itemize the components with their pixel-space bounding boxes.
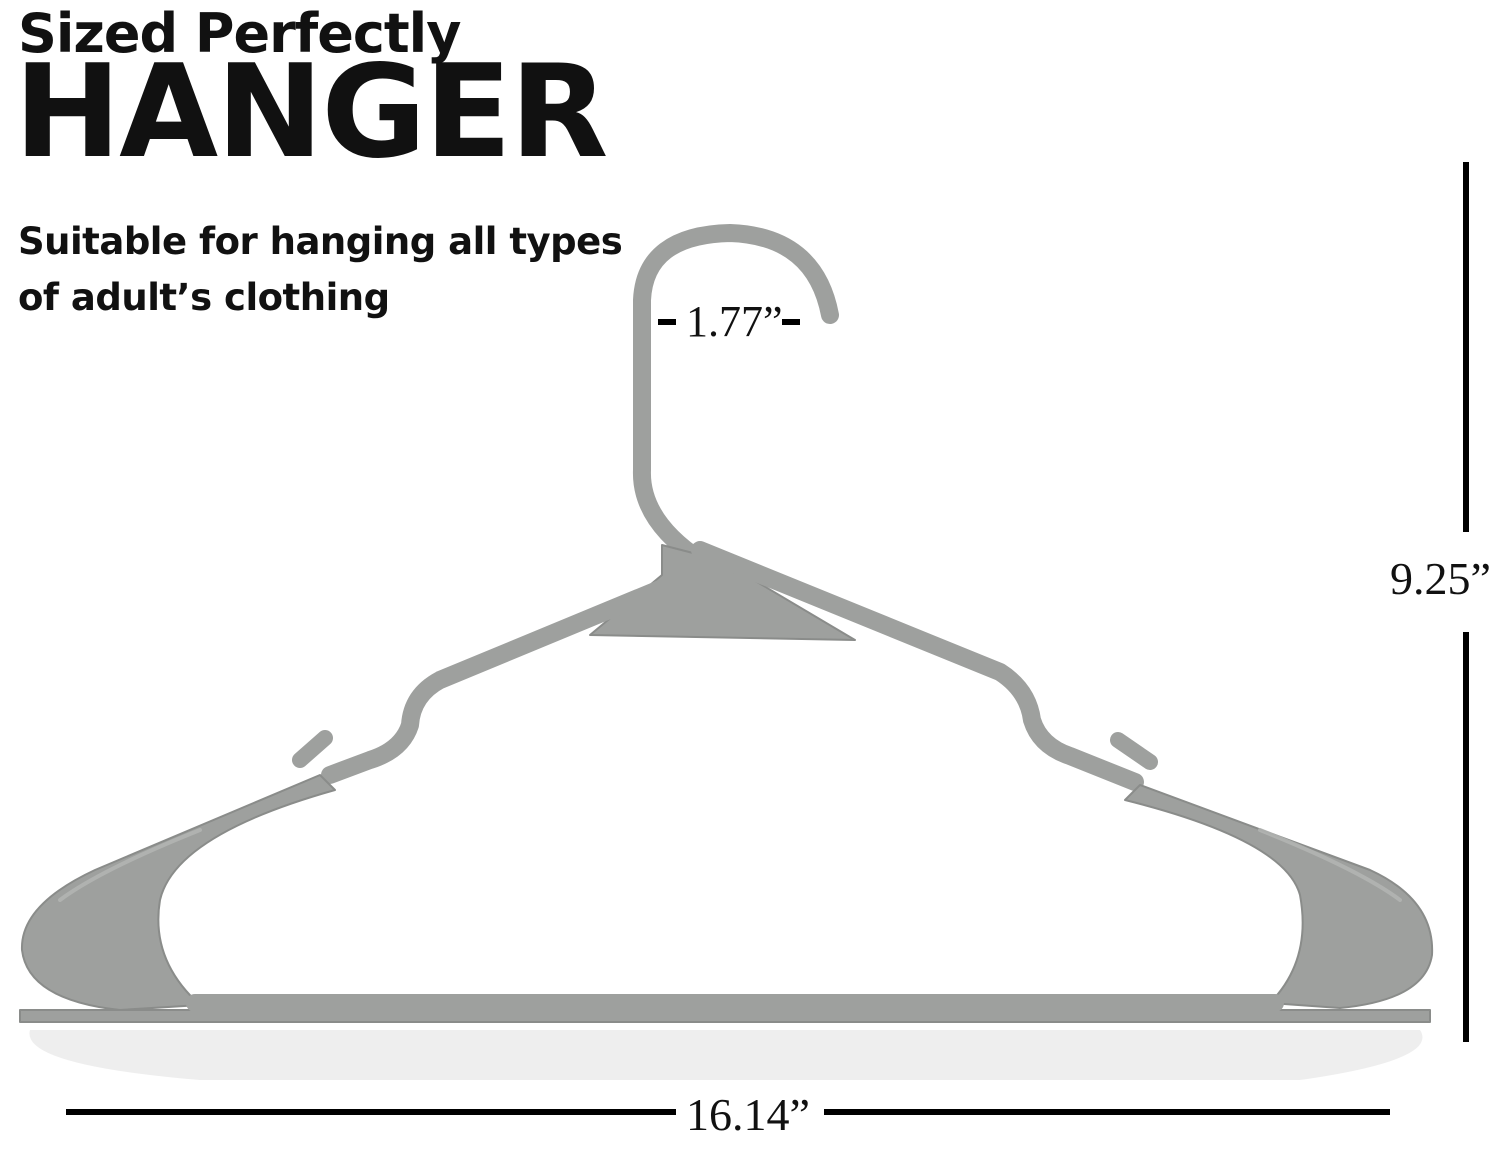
hanger-image xyxy=(19,224,1434,1023)
subtitle-text: Suitable for hanging all types of adult’… xyxy=(18,220,623,319)
hanger-hook xyxy=(632,224,839,569)
left-strap-notch xyxy=(292,730,333,768)
width-dimension-label: 16.14” xyxy=(686,1089,810,1140)
height-dimension-label: 9.25” xyxy=(1390,553,1491,604)
hanger-right-arm xyxy=(691,541,1144,791)
eyebrow-heading: Sized Perfectly xyxy=(18,2,461,65)
hanger-reflection xyxy=(29,1030,1423,1080)
dimension-lines xyxy=(66,162,1469,1115)
hanger-left-arm xyxy=(321,556,727,784)
hanger-right-shoulder xyxy=(1124,784,1434,1009)
page-title: HANGER xyxy=(14,38,608,187)
hook-dimension-label: 1.77” xyxy=(686,297,783,346)
right-strap-notch xyxy=(1110,732,1158,770)
